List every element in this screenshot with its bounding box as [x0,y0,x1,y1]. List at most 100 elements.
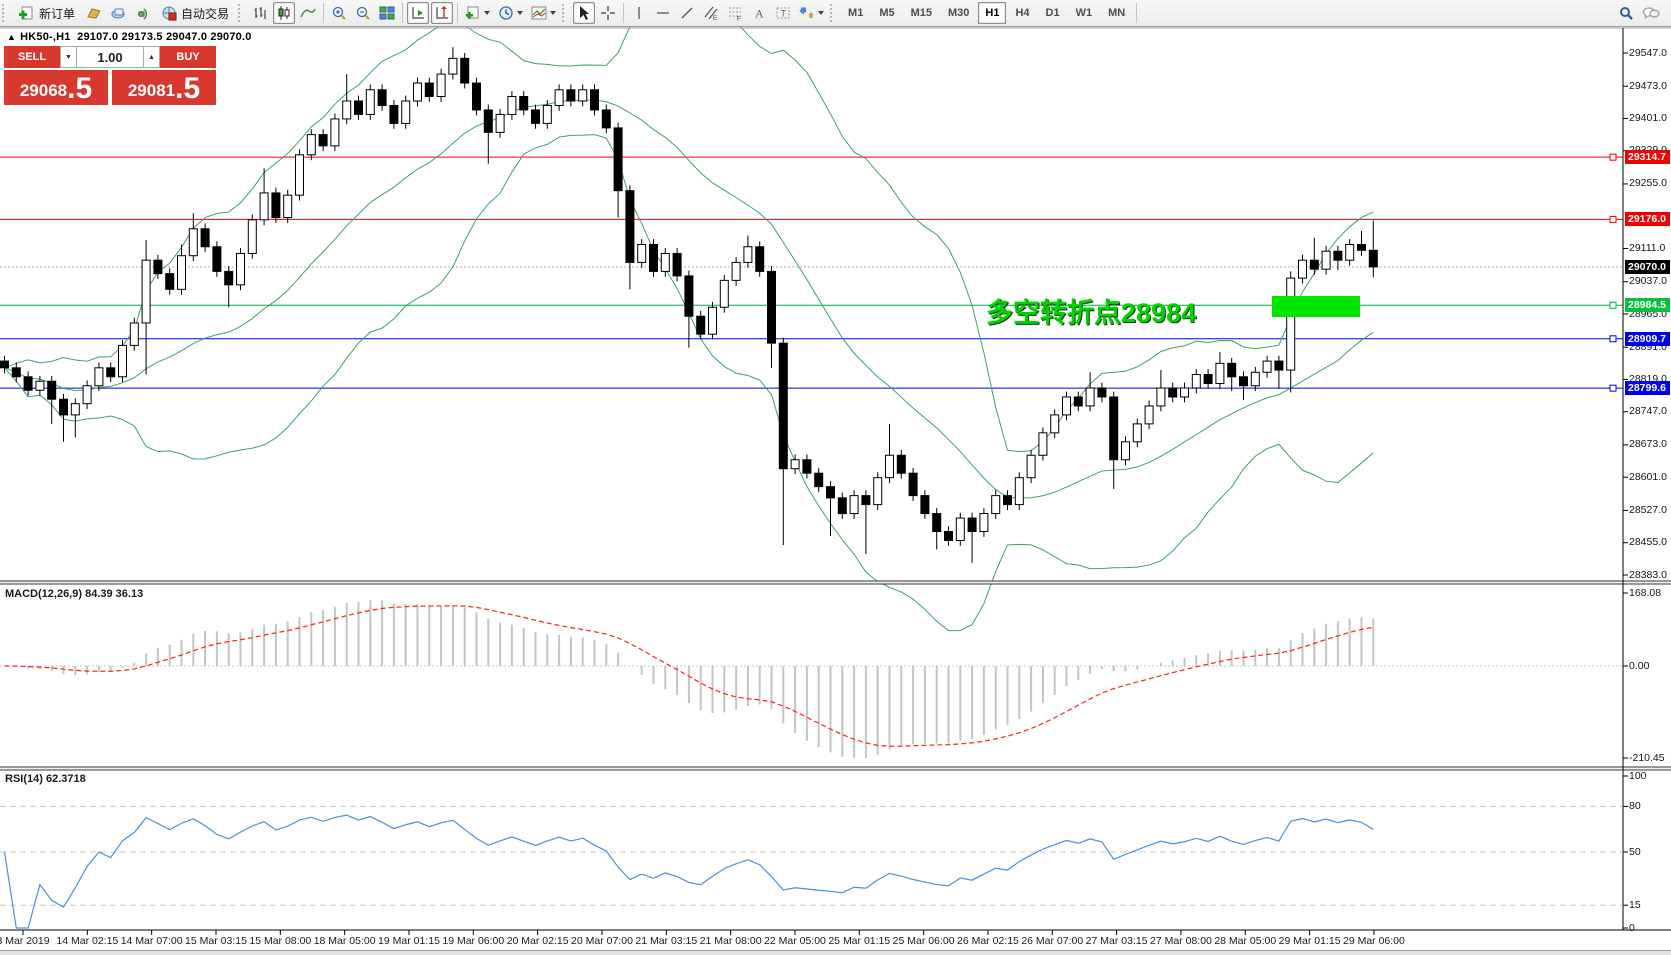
timeframe-button-d1[interactable]: D1 [1045,7,1060,19]
templates-button[interactable] [528,2,559,24]
timeframe-button-h1[interactable]: H1 [978,2,1007,24]
price-tick-label: 29037.0 [1629,275,1667,288]
candle-body-bull [1026,454,1036,479]
arrow-objects-icon [799,7,815,18]
horizontal-line-icon [657,12,670,14]
candle-body-bear [1109,396,1119,461]
candle-body-bull [708,306,717,335]
vertical-line-icon [638,7,640,19]
collapse-panel-icon[interactable]: ▲ [7,32,17,42]
periods-button[interactable] [495,2,526,24]
candle-body-bear [377,89,387,106]
buy-price-int: 29081 [127,81,176,100]
toolbar-drag-handle[interactable] [2,4,10,22]
signals-button[interactable] [131,2,153,24]
trendline-button[interactable] [676,2,698,24]
candle-body-bear [920,495,930,515]
candle-body-bear [165,273,175,290]
equidistant-channel-button[interactable]: E [700,2,722,24]
search-icon [1620,7,1633,20]
timeframe-button-m30[interactable]: M30 [948,7,970,19]
vertical-line-button[interactable] [628,2,650,24]
crosshair-icon [601,6,616,20]
search-button[interactable] [1615,2,1637,24]
timeframe-button-m1[interactable]: M1 [848,7,864,19]
candle-body-bear [837,497,847,515]
macd-indicator-label: MACD(12,26,9) 84.39 36.13 [5,588,144,600]
timeframe-button-w1[interactable]: W1 [1075,7,1093,19]
buy-price-panel[interactable]: 29081 .5 [112,70,216,105]
candle-body-bull [1321,250,1331,270]
volume-increase-button[interactable]: ▲ [143,46,160,68]
svg-text:E: E [713,16,717,21]
zoom-out-button[interactable] [352,2,374,24]
candle-body-bear [1168,387,1178,398]
arrows-button[interactable] [796,2,827,24]
candle-body-bear [566,89,576,102]
candle-body-bull [259,192,269,221]
candle-body-bull [1132,423,1142,443]
volume-input[interactable] [77,46,143,68]
candle-body-bear [696,315,706,335]
price-tick-label: 28747.0 [1629,405,1667,418]
toolbar-drag-handle[interactable] [562,4,570,22]
candle-body-bear [778,342,788,470]
candle-body-bull [1298,259,1307,279]
toolbar-drag-handle[interactable] [238,4,246,22]
toolbar-separator [457,3,459,23]
candlestick-chart-button[interactable] [273,2,296,24]
time-axis-label: 22 Mar 05:00 [764,935,826,947]
timeframe-button-mn[interactable]: MN [1108,7,1126,19]
text-button[interactable]: A [748,2,770,24]
candle-body-bear [684,275,694,317]
profiles-button[interactable] [83,2,105,24]
candle-body-bear [59,398,68,416]
chat-button[interactable] [1639,2,1663,24]
candle-body-bull [330,118,340,147]
fibonacci-icon: F [729,7,742,21]
hline-handle [1609,384,1617,392]
candle-body-bull [885,454,894,479]
chart-shift-button[interactable] [431,2,454,24]
candle-body-bull [849,495,859,515]
zoom-in-button[interactable] [328,2,350,24]
current-price-label: 29070.0 [1625,259,1670,274]
new-chart-button[interactable] [462,2,493,24]
cursor-button[interactable] [573,2,596,24]
price-tick-label: 28601.0 [1629,470,1667,483]
symbol-ohlc-values: 29107.0 29173.5 29047.0 29070.0 [77,31,252,43]
text-label-button[interactable]: T [772,2,794,24]
candle-body-bull [1286,277,1296,371]
chevron-down-icon [517,11,524,15]
timeframe-button-m15[interactable]: M15 [910,7,932,19]
bar-chart-button[interactable] [249,2,271,24]
crosshair-button[interactable] [597,2,619,24]
toolbar-drag-handle[interactable] [830,4,838,22]
autotrading-button[interactable]: 自动交易 [155,2,235,24]
horizontal-line-button[interactable] [652,2,674,24]
volume-decrease-button[interactable]: ▼ [60,46,77,68]
candle-body-bear [47,380,57,400]
timeframe-button-h4[interactable]: H4 [1015,7,1030,19]
candlestick-chart-icon [278,6,290,20]
candle-body-bear [519,96,529,111]
market-button[interactable] [107,2,129,24]
toolbar-separator [623,3,625,23]
time-axis-label: 29 Mar 01:15 [1278,935,1341,947]
candle-body-bear [200,228,210,248]
sell-price-panel[interactable]: 29068 .5 [4,70,108,105]
timeframe-button-m5[interactable]: M5 [879,7,895,19]
auto-scroll-button[interactable] [407,2,430,24]
new-order-button[interactable]: 新订单 [13,2,81,24]
candle-body-bear [1203,374,1213,385]
tile-windows-button[interactable] [376,2,398,24]
sell-button[interactable]: SELL [4,46,60,68]
fibonacci-button[interactable]: F [724,2,746,24]
price-tick-label: 29401.0 [1629,111,1667,124]
line-chart-button[interactable] [297,2,319,24]
candle-body-bull [743,246,753,263]
line-chart-icon [300,8,316,18]
buy-button[interactable]: BUY [160,46,216,68]
time-axis-label: 25 Mar 01:15 [828,935,891,947]
